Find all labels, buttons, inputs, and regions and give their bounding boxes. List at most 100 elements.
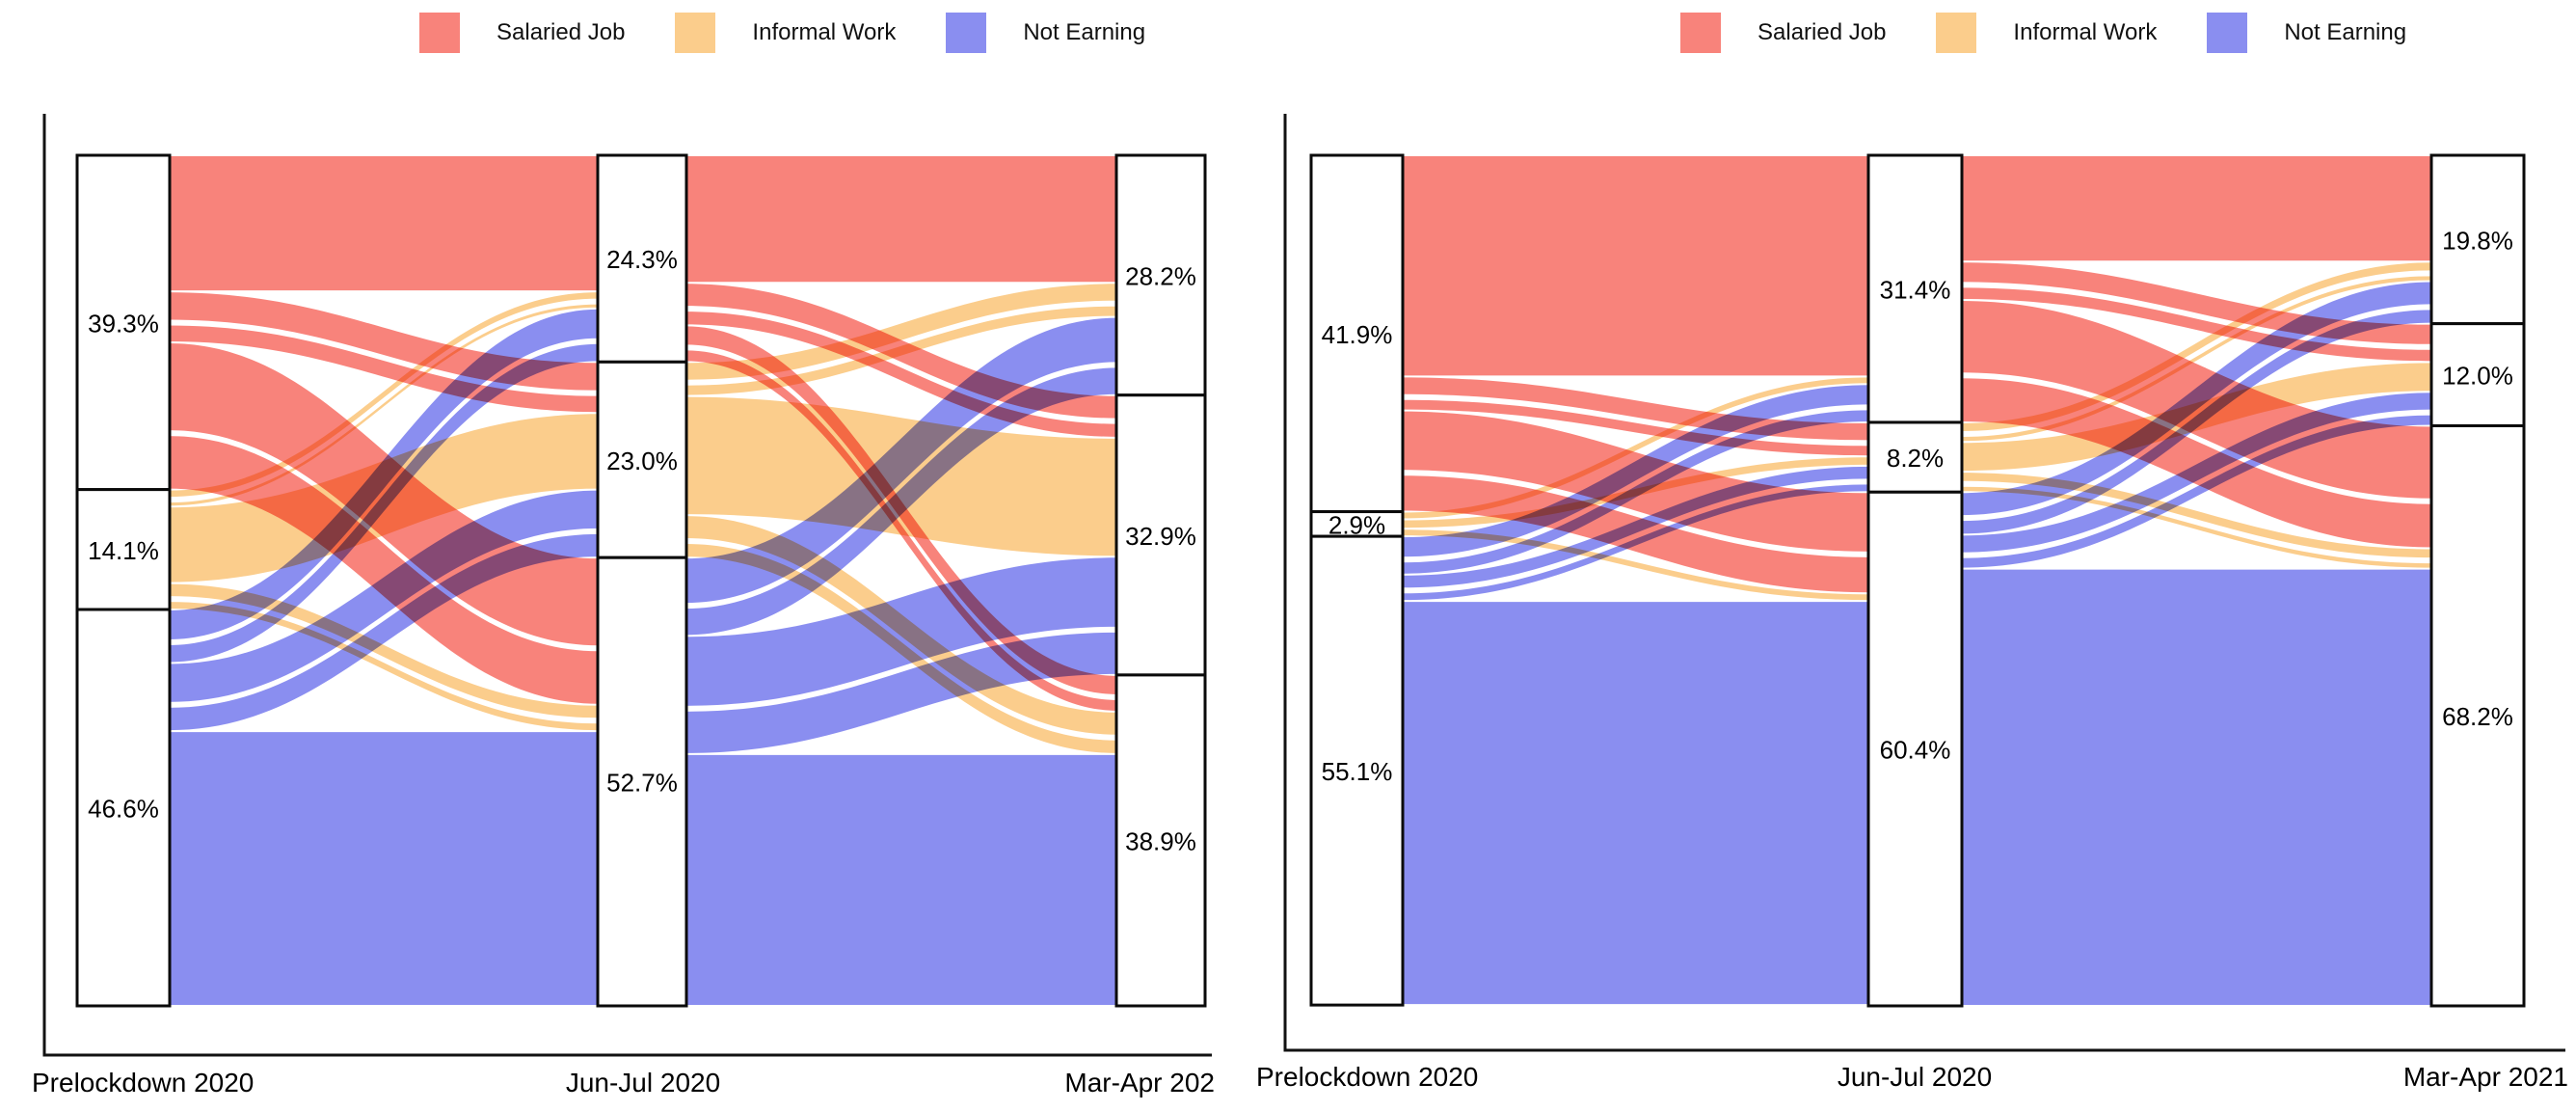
flow-ribbon (685, 306, 1117, 395)
flow-ribbon (169, 292, 599, 498)
node-boxes: 41.9% 2.9% 55.1% 31.4% 8.2% 60.4% 19.8% 12.0% 68… (1309, 153, 2526, 1008)
node-box (596, 153, 688, 364)
node-percent-label: 46.6% (88, 794, 159, 823)
legend-item-informal-work: Informal Work (675, 13, 896, 53)
node-percent-label: 52.7% (606, 769, 678, 798)
legend-item-label: Informal Work (752, 19, 897, 45)
legend-item-not-earning: Not Earning (2207, 13, 2406, 53)
node-box (1309, 510, 1405, 538)
flow-ribbon (685, 754, 1117, 1005)
node-box (1114, 153, 1207, 397)
legend-item-label: Salaried Job (1758, 19, 1887, 45)
node-box (2429, 423, 2526, 1008)
flow-ribbon (1402, 156, 1869, 376)
flow-ribbon (1402, 475, 1869, 593)
node-box (1309, 534, 1405, 1007)
node-percent-label: 38.9% (1125, 826, 1196, 855)
chart-right: 41.9% 2.9% 55.1% 31.4% 8.2% 60.4% 19.8% 12.0% 68… (1283, 114, 2565, 1052)
not-earning-swatch-icon (946, 13, 987, 53)
flow-ribbon (169, 304, 599, 506)
node-percent-label: 32.9% (1125, 522, 1196, 551)
flow-ribbon (1402, 411, 1869, 552)
node-percent-label: 41.9% (1322, 320, 1393, 349)
node-percent-label: 24.3% (606, 245, 678, 274)
flow-ribbon (1961, 310, 2432, 534)
informal-work-swatch-icon (1936, 13, 1977, 53)
not-earning-swatch-icon (2207, 13, 2248, 53)
flow-ribbon (1961, 486, 2432, 568)
flow-ribbon (685, 367, 1117, 636)
flow-ribbon (685, 284, 1117, 380)
flow-ribbons (169, 156, 1117, 1005)
x-axis-label-junjul-right: Jun-Jul 2020 (1837, 1062, 1993, 1092)
node-percent-label: 39.3% (88, 309, 159, 338)
node-percent-label: 23.0% (606, 447, 678, 475)
legend-item-salaried-job: Salaried Job (419, 13, 625, 53)
flow-ribbon (169, 533, 599, 731)
node-box (1866, 490, 1964, 1008)
node-boxes: 39.3% 14.1% 46.6% 24.3% 23.0% 52.7% 28.2% 32.9%… (75, 153, 1207, 1008)
flow-ribbon (1402, 377, 1869, 441)
legend-left-chart: Salaried Job Informal Work Not Earning (419, 13, 1145, 53)
flow-ribbon (1402, 602, 1869, 1005)
node-box (596, 360, 688, 559)
flow-ribbon (169, 309, 599, 639)
node-percent-label: 2.9% (1328, 510, 1385, 539)
x-axis-label-prelockdown-left: Prelockdown 2020 (32, 1068, 255, 1097)
flow-ribbons (1402, 156, 2432, 1005)
flow-ribbon (169, 732, 599, 1005)
flow-ribbon (1961, 415, 2432, 568)
flow-ribbon (1961, 569, 2432, 1005)
flow-ribbon (169, 343, 599, 663)
flow-ribbon (685, 317, 1117, 604)
legend-item-not-earning: Not Earning (946, 13, 1145, 53)
legend-item-label: Not Earning (1023, 19, 1146, 45)
axis-line (1283, 114, 2565, 1052)
salaried-job-swatch-icon (419, 13, 460, 53)
node-percent-label: 19.8% (2442, 226, 2513, 255)
node-box (596, 556, 688, 1008)
flow-ribbon (1961, 473, 2432, 558)
node-percent-label: 14.1% (88, 536, 159, 565)
flow-ribbon (1961, 393, 2432, 553)
axis-line (42, 114, 1212, 1057)
flow-ribbon (1961, 156, 2432, 261)
salaried-job-swatch-icon (1680, 13, 1721, 53)
node-box (1114, 673, 1207, 1008)
flow-ribbon (1961, 378, 2432, 548)
legend-item-informal-work: Informal Work (1936, 13, 2157, 53)
legend-item-label: Not Earning (2284, 19, 2407, 45)
node-percent-label: 55.1% (1322, 757, 1393, 786)
flow-ribbon (169, 156, 599, 291)
flow-ribbon (169, 602, 599, 731)
flow-ribbon (1402, 399, 1869, 456)
flow-ribbon (1402, 466, 1869, 588)
chart-left: 39.3% 14.1% 46.6% 24.3% 23.0% 52.7% 28.2% 32.9%… (42, 114, 1212, 1057)
x-axis-label-prelockdown-right: Prelockdown 2020 (1256, 1062, 1479, 1092)
flow-ribbon (1402, 529, 1869, 601)
x-axis-label-marapr-left: Mar-Apr 202 (1064, 1068, 1215, 1097)
legend-item-label: Salaried Job (496, 19, 626, 45)
flow-ribbon (685, 632, 1117, 753)
node-percent-label: 12.0% (2442, 362, 2513, 391)
legend-item-salaried-job: Salaried Job (1680, 13, 1886, 53)
node-percent-label: 8.2% (1887, 444, 1944, 473)
node-percent-label: 28.2% (1125, 261, 1196, 290)
flow-ribbon (169, 490, 599, 702)
x-axis-label-junjul-left: Jun-Jul 2020 (565, 1068, 721, 1097)
x-axis-label-marapr-right: Mar-Apr 2021 (2402, 1062, 2568, 1092)
flow-ribbon (685, 156, 1117, 283)
node-box (1114, 393, 1207, 677)
informal-work-swatch-icon (675, 13, 716, 53)
flow-ribbon (1402, 410, 1869, 574)
legend-right-chart: Salaried Job Informal Work Not Earning (1680, 13, 2406, 53)
node-box (75, 153, 172, 492)
flow-ribbon (169, 583, 599, 718)
flow-ribbon (685, 312, 1117, 437)
node-box (1866, 153, 1964, 424)
flow-ribbon (1961, 262, 2432, 432)
flow-ribbon (1402, 377, 1869, 519)
legend-item-label: Informal Work (2013, 19, 2158, 45)
flow-ribbon (1961, 276, 2432, 442)
node-box (75, 608, 172, 1008)
